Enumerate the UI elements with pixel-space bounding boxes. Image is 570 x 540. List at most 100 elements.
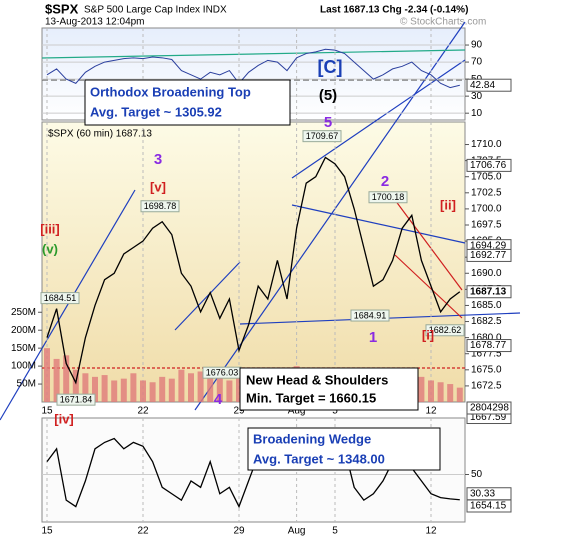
symbol: $SPX — [45, 1, 79, 16]
volume-bar — [63, 355, 70, 402]
annotation-box — [247, 427, 441, 471]
tick-label: 10 — [471, 108, 483, 119]
credit: © StockCharts.com — [400, 17, 486, 28]
plot: 151522222929AugAug5512121672.51675.01677… — [11, 28, 512, 537]
tick-label: 1675.0 — [471, 364, 502, 375]
tick-label: 1682.5 — [471, 316, 502, 327]
x-tick-label: 12 — [425, 406, 437, 417]
tick-label: 1710.0 — [471, 139, 502, 150]
level-label: 1678.77 — [470, 340, 507, 351]
peak-box — [40, 292, 80, 305]
volume-bar — [159, 376, 166, 402]
volume-bar — [130, 373, 137, 402]
last-value-box — [466, 285, 512, 299]
tick-label: 1700.0 — [471, 204, 502, 215]
trendline — [394, 199, 463, 291]
tick-label: 1680.0 — [471, 332, 502, 343]
wave-label: [v] — [150, 179, 166, 194]
annotation: Broadening Wedge — [253, 431, 371, 446]
tick-label: 50M — [17, 379, 36, 390]
peak-label: 1671.84 — [60, 395, 93, 405]
trendline — [394, 254, 463, 319]
level-label: 1706.76 — [470, 160, 507, 171]
last-price: Last 1687.13 Chg -2.34 (-0.14%) — [320, 5, 468, 16]
peak-label: 1684.51 — [44, 293, 77, 303]
peak-label: 1709.67 — [306, 131, 339, 141]
level-label: 1692.77 — [470, 250, 507, 261]
x-tick-label: 29 — [233, 526, 245, 537]
wave-label: 2 — [381, 173, 389, 190]
rsi-value-box — [466, 78, 512, 92]
wave-label: 1 — [369, 329, 377, 346]
index-name: S&P 500 Large Cap Index INDX — [84, 5, 227, 16]
last-value: 1687.13 — [470, 286, 507, 297]
peak-box — [368, 191, 408, 204]
tick-label: 1697.5 — [471, 220, 502, 231]
legend-entry: $SPX (60 min) 1687.13 — [48, 129, 152, 140]
peak-box — [56, 393, 96, 406]
level-label-box — [466, 339, 512, 353]
volume-bar — [92, 376, 98, 402]
tick-label: 1672.5 — [471, 381, 502, 392]
annotation-box — [239, 367, 419, 411]
level-label: 1667.59 — [470, 412, 507, 423]
tick-label: 50 — [471, 469, 483, 480]
volume-bar — [456, 387, 463, 402]
peak-box — [350, 309, 390, 322]
peak-box — [302, 130, 342, 143]
price-line — [46, 48, 460, 89]
tick-label: 90 — [471, 40, 483, 51]
peak-label: 1700.18 — [372, 192, 405, 202]
peak-label: 1698.78 — [144, 201, 177, 211]
volume-bar — [197, 371, 204, 402]
volume-bar — [53, 358, 60, 402]
tick-label: 1677.5 — [471, 348, 502, 359]
volume-bar — [428, 380, 434, 402]
tick-label: 1690.0 — [471, 268, 502, 279]
volume-bar — [82, 373, 89, 402]
volume-bar — [216, 375, 223, 402]
peak-label: 1684.91 — [354, 310, 387, 320]
wave-label: [ii] — [440, 197, 456, 212]
x-tick-label: Aug — [288, 406, 306, 417]
date: 13-Aug-2013 12:04pm — [45, 17, 145, 28]
volume-bar — [207, 376, 214, 402]
trendline — [291, 204, 466, 244]
trendline — [174, 261, 241, 331]
tick-label: 1705.0 — [471, 171, 502, 182]
tick-label: 1702.5 — [471, 187, 502, 198]
rsi-value: 42.84 — [470, 80, 495, 91]
level-label: 1694.29 — [470, 240, 507, 251]
peak-box — [425, 324, 465, 337]
x-tick-label: 5 — [332, 406, 338, 417]
side-value-box — [466, 499, 512, 513]
x-tick-label: 12 — [425, 526, 437, 537]
tick-label: 150M — [11, 343, 36, 354]
volume-bar — [168, 378, 175, 402]
volume-bar — [72, 369, 79, 402]
annotation: Orthodox Broadening Top — [90, 84, 251, 99]
wave-label: (5) — [319, 87, 337, 104]
volume-bar — [149, 382, 156, 402]
x-tick-label: 15 — [41, 406, 53, 417]
x-tick-label: 22 — [137, 406, 149, 417]
annotation: New Head & Shoulders — [246, 372, 388, 387]
trendline — [41, 49, 466, 59]
wave-label: [C] — [318, 57, 343, 77]
wave-label: 5 — [324, 114, 332, 131]
volume-bar — [226, 380, 233, 402]
volume-bar — [236, 367, 242, 402]
trendlines — [0, 21, 521, 421]
annotation: Min. Target = 1660.15 — [246, 390, 376, 405]
volume-bar — [418, 376, 425, 402]
tick-label: 30 — [471, 91, 483, 102]
wave-label: [i] — [422, 327, 434, 342]
peak-box — [140, 200, 180, 213]
wave-label: 3 — [154, 151, 162, 168]
wave-label: (v) — [42, 241, 58, 256]
side-value: 1654.15 — [470, 501, 507, 512]
x-tick-label: 22 — [137, 526, 149, 537]
price-line — [46, 156, 461, 385]
osc-value: 30.33 — [470, 488, 495, 499]
volume-label-box — [466, 401, 512, 415]
